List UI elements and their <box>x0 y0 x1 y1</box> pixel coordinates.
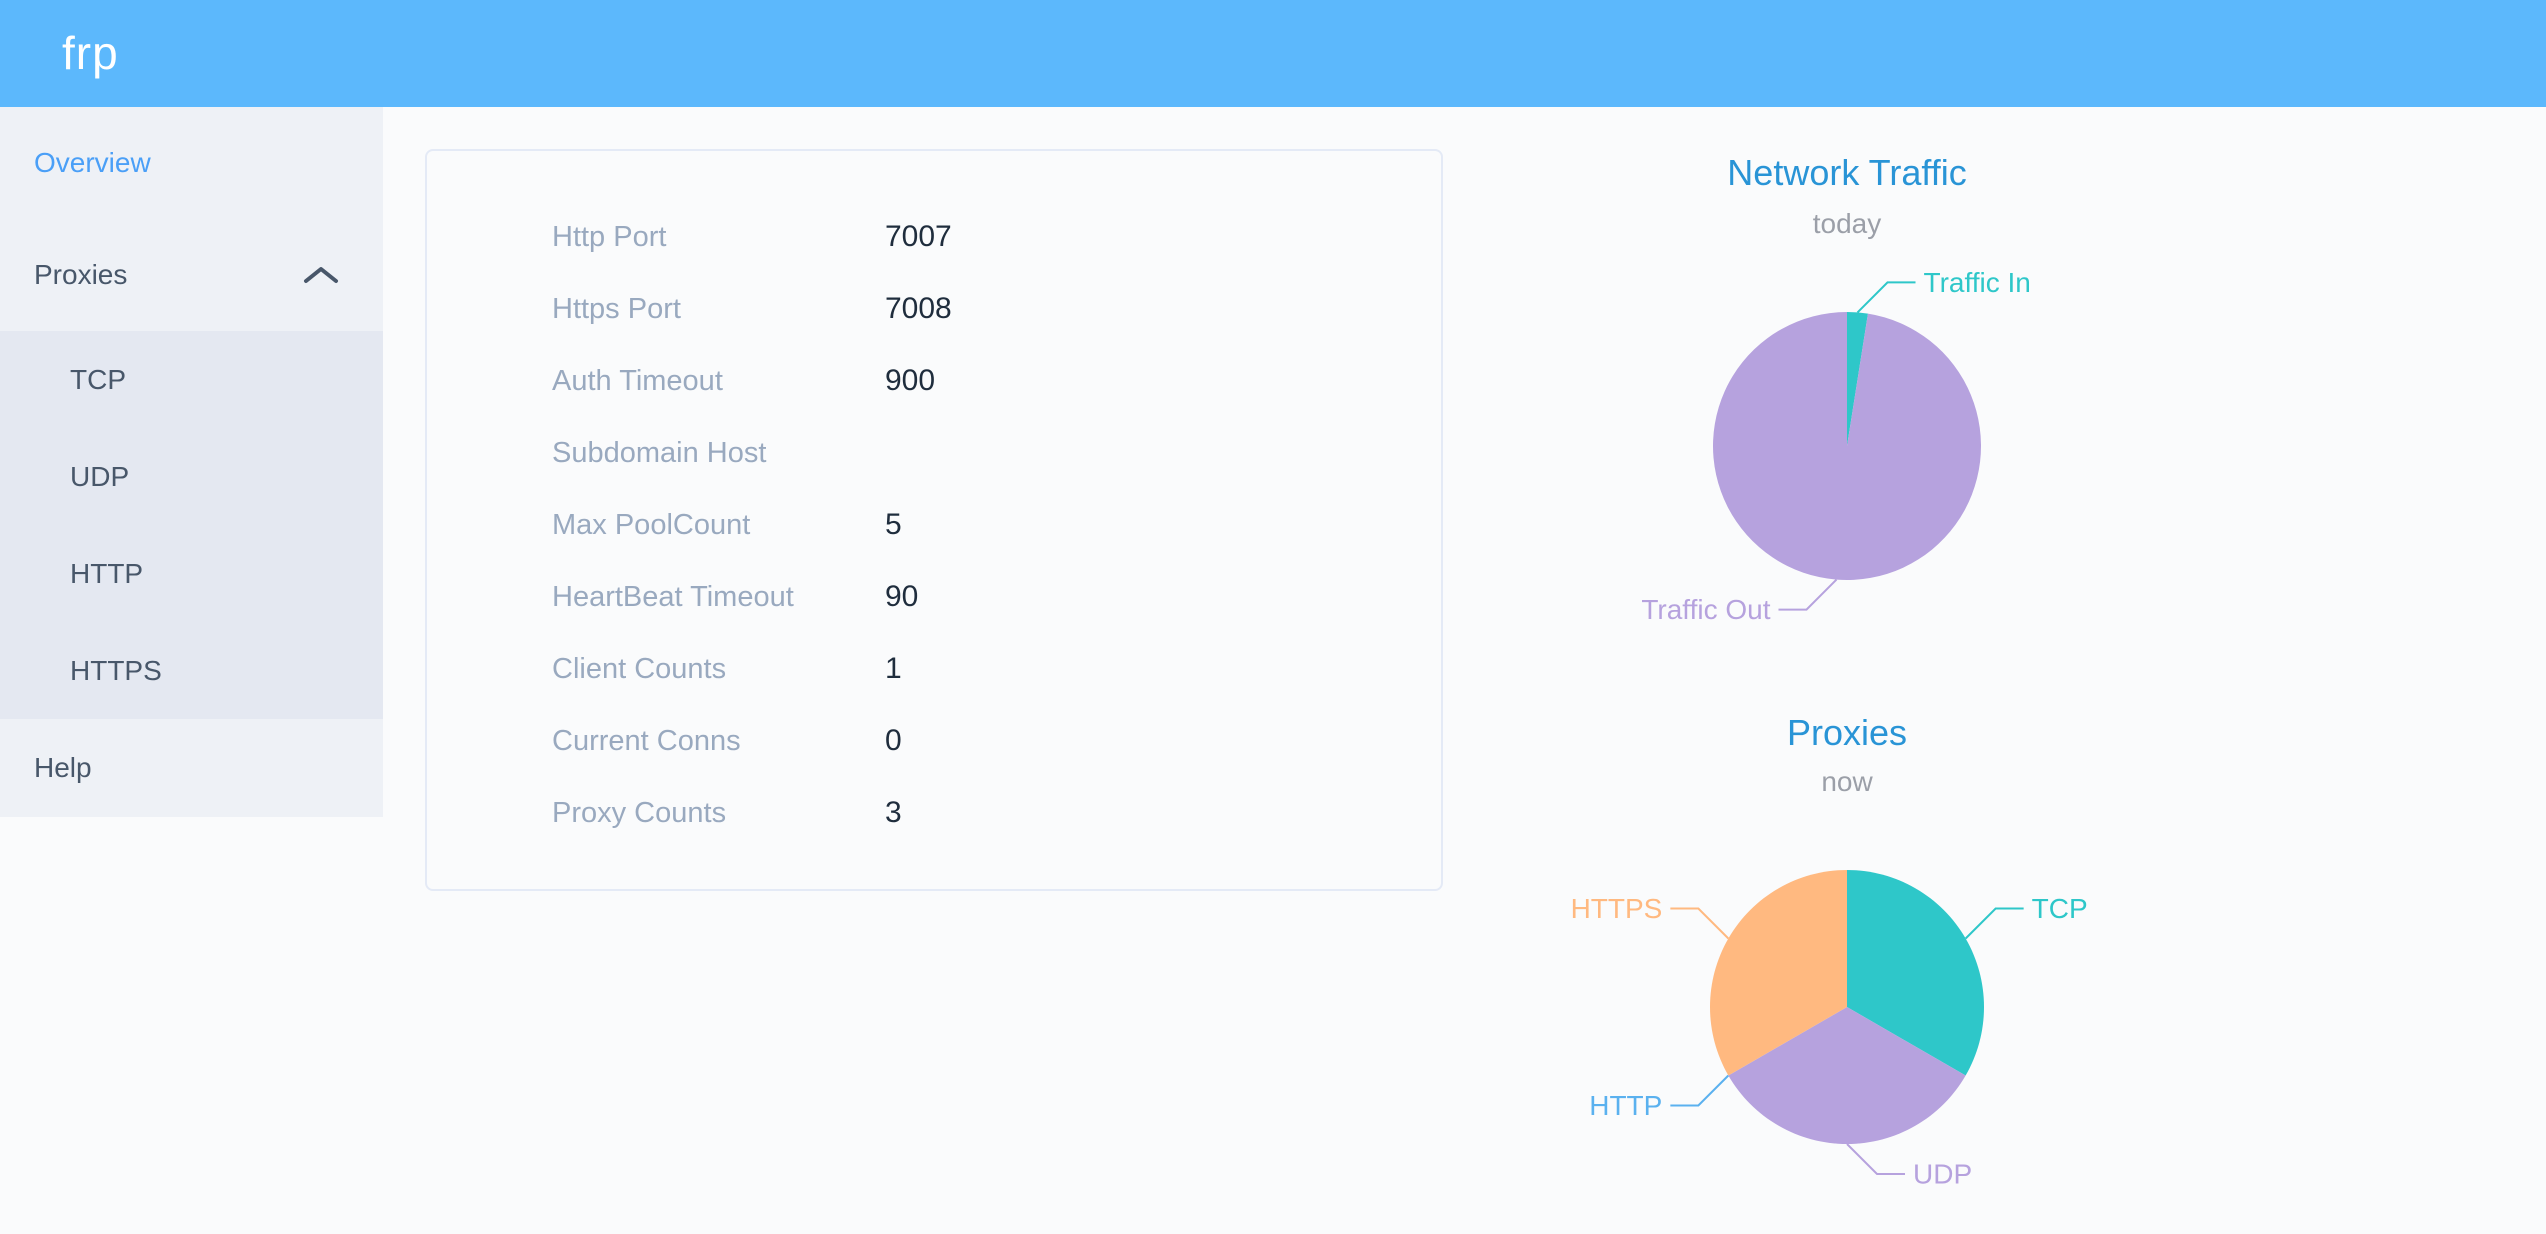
sidebar-item-https[interactable]: HTTPS <box>0 622 383 719</box>
server-info-row: HeartBeat Timeout 90 <box>427 561 1441 633</box>
info-label: Http Port <box>552 220 667 253</box>
pie-slice-traffic-in <box>1847 312 1868 446</box>
info-label: HeartBeat Timeout <box>552 580 794 613</box>
pie-label-http: HTTP <box>1589 1090 1662 1121</box>
server-info-row: Current Conns 0 <box>427 705 1441 777</box>
info-value: 7008 <box>885 292 952 325</box>
proxies-pie: TCP UDP HTTP HTTPS <box>1571 870 2088 1190</box>
info-value: 900 <box>885 364 936 397</box>
sidebar-item-proxies[interactable]: Proxies <box>0 219 383 331</box>
label-leader-line <box>1846 1143 1905 1175</box>
server-info-row: Http Port 7007 <box>427 201 1441 273</box>
proxies-subtitle: now <box>1821 766 1873 797</box>
label-leader-line <box>1778 578 1838 611</box>
app-header: frp <box>0 0 2546 107</box>
server-info-row: Client Counts 1 <box>427 633 1441 705</box>
label-leader-line <box>1964 907 2024 940</box>
proxies-title: Proxies <box>1786 712 1908 753</box>
info-label: Subdomain Host <box>552 436 767 469</box>
server-info-row: Auth Timeout 900 <box>427 345 1441 417</box>
label-leader-line <box>1670 907 1730 940</box>
server-info-row: Subdomain Host <box>427 417 1441 489</box>
server-info-card: Http Port 7007 Https Port 7008 Auth Time… <box>425 149 1443 891</box>
info-label: Max PoolCount <box>552 508 751 541</box>
info-label: Current Conns <box>552 724 741 757</box>
sidebar-item-udp[interactable]: UDP <box>0 428 383 525</box>
server-info-row: Https Port 7008 <box>427 273 1441 345</box>
network-traffic-title: Network Traffic <box>1727 152 1967 193</box>
sidebar-item-help[interactable]: Help <box>0 719 383 817</box>
info-value: 0 <box>885 724 902 757</box>
pie-label-traffic-out: Traffic Out <box>1641 594 1770 625</box>
sidebar-item-http[interactable]: HTTP <box>0 525 383 622</box>
chevron-up-icon <box>304 267 338 283</box>
pie-slice-traffic-out <box>1712 312 1981 580</box>
sidebar: Overview Proxies TCP UDP HTTP HTTPS Help <box>0 107 383 817</box>
pie-label-https: HTTPS <box>1571 893 1663 924</box>
info-value: 7007 <box>885 220 952 253</box>
network-traffic-subtitle: today <box>1812 208 1882 239</box>
server-info-row: Max PoolCount 5 <box>427 489 1441 561</box>
pie-slice-udp <box>1728 1007 1966 1144</box>
info-value: 3 <box>885 796 902 829</box>
label-leader-line <box>1670 1074 1730 1107</box>
info-value: 1 <box>885 652 902 685</box>
info-label: Https Port <box>552 292 681 325</box>
info-label: Client Counts <box>552 652 727 685</box>
pie-slice-tcp <box>1847 870 1984 1076</box>
info-value: 90 <box>885 580 919 613</box>
pie-label-tcp: TCP <box>2032 893 2088 924</box>
network-traffic-pie: Traffic In Traffic Out <box>1641 267 2031 625</box>
proxies-chart: Proxies now TCP UDP HTTP HTTPS <box>1500 710 2194 1234</box>
pie-label-udp: UDP <box>1913 1159 1972 1190</box>
app-logo: frp <box>62 27 119 79</box>
label-leader-line <box>1856 281 1916 314</box>
sidebar-submenu-proxies: TCP UDP HTTP HTTPS <box>0 331 383 719</box>
info-label: Proxy Counts <box>552 796 727 829</box>
pie-label-traffic-in: Traffic In <box>1924 267 2031 298</box>
sidebar-item-tcp[interactable]: TCP <box>0 331 383 428</box>
pie-slice-https <box>1710 870 1847 1076</box>
server-info-row: Proxy Counts 3 <box>427 777 1441 849</box>
sidebar-item-proxies-label: Proxies <box>34 259 128 290</box>
sidebar-item-overview[interactable]: Overview <box>0 107 383 219</box>
info-label: Auth Timeout <box>552 364 723 397</box>
info-value: 5 <box>885 508 902 541</box>
network-traffic-chart: Network Traffic today Traffic In Traffic … <box>1500 140 2194 710</box>
